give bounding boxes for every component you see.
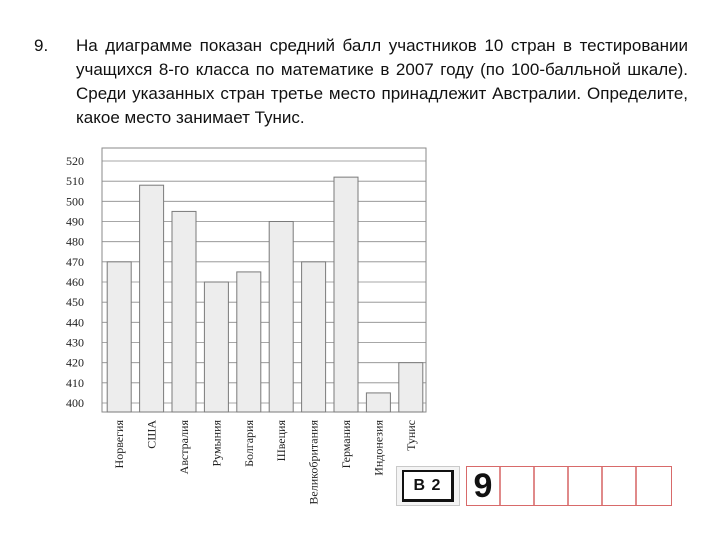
x-category-label: Германия: [339, 420, 353, 469]
bar: [365, 392, 391, 413]
y-tick-label: 440: [66, 315, 84, 329]
answer-area: В 2 9: [396, 466, 684, 508]
bar: [236, 271, 262, 413]
y-tick-label: 450: [66, 295, 84, 309]
y-tick-label: 470: [66, 255, 84, 269]
answer-cells: 9: [466, 466, 672, 506]
x-category-label: Норвегия: [112, 420, 126, 469]
bar: [106, 261, 132, 413]
y-tick-label: 420: [66, 356, 84, 370]
bar: [268, 221, 294, 413]
x-category-label: Швеция: [274, 420, 288, 462]
x-category-label: США: [145, 420, 159, 449]
bar: [398, 362, 424, 413]
answer-cell[interactable]: [501, 467, 535, 505]
answer-cell[interactable]: 9: [467, 467, 501, 505]
answer-label: В 2: [402, 470, 454, 502]
bar: [203, 281, 229, 413]
y-tick-label: 410: [66, 376, 84, 390]
y-tick-label: 400: [66, 396, 84, 410]
x-axis-categories: Норвегия США Австралия Румыния Болгария Швеци…: [112, 420, 418, 505]
answer-cell[interactable]: [569, 467, 603, 505]
y-tick-label: 520: [66, 154, 84, 168]
x-category-label: Болгария: [242, 420, 256, 467]
y-tick-label: 480: [66, 235, 84, 249]
y-tick-label: 510: [66, 174, 84, 188]
answer-cell[interactable]: [535, 467, 569, 505]
bar: [171, 210, 197, 413]
answer-cell[interactable]: [603, 467, 637, 505]
plot-frame: [101, 147, 427, 413]
x-category-label: Румыния: [209, 420, 223, 467]
chart-bars: [106, 176, 424, 413]
question-text: На диаграмме показан средний балл участн…: [76, 36, 688, 127]
bar: [301, 261, 327, 413]
x-category-label: Тунис: [404, 420, 418, 451]
bar: [333, 176, 359, 413]
y-tick-label: 490: [66, 215, 84, 229]
y-tick-label: 500: [66, 194, 84, 208]
answer-cell[interactable]: [637, 467, 671, 505]
y-axis-ticks: 400 410 420 430 440 450 460 470 480 490 500 510 520: [66, 154, 84, 410]
x-category-label: Индонезия: [371, 420, 385, 476]
x-category-label: Австралия: [177, 420, 191, 475]
bar: [139, 184, 165, 413]
y-tick-label: 430: [66, 336, 84, 350]
question-number: 9.: [34, 36, 49, 55]
y-tick-label: 460: [66, 275, 84, 289]
x-category-label: Великобритания: [307, 420, 321, 505]
answer-label-box: В 2: [396, 466, 460, 506]
